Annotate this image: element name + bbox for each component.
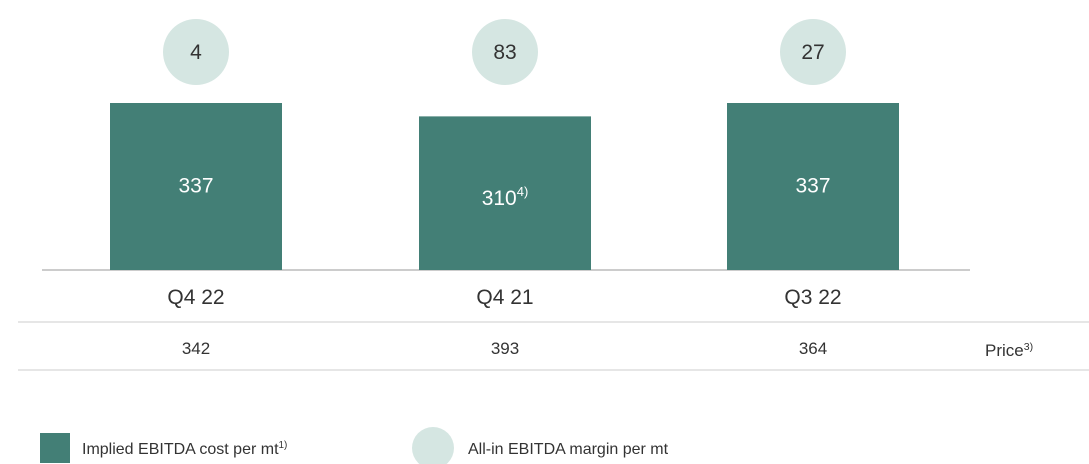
margin-label-main: 27 [801,41,824,64]
bar [419,116,591,270]
x-tick-label-main: Q4 22 [167,286,224,309]
legend-swatch [40,433,70,463]
bar-label-footnote: 4) [517,184,529,199]
price-value-main: 342 [182,339,210,358]
x-tick-label: Q3 22 [784,286,841,309]
legend-label-footnote: 1) [279,440,288,451]
price-label: Price3) [985,341,1033,361]
bar-label-main: 337 [178,174,213,197]
margin-circle [472,19,538,85]
legend-swatch [412,427,454,464]
bar-label-main: 310 [482,187,517,210]
bar-label: 337 [178,174,213,197]
price-label-footnote: 3) [1024,341,1033,353]
bar [727,103,899,270]
x-tick-label-main: Q4 21 [476,286,533,309]
x-tick-label: Q4 21 [476,286,533,309]
legend-label-main: Implied EBITDA cost per mt [82,441,279,458]
x-tick-label: Q4 22 [167,286,224,309]
margin-label-main: 4 [190,41,202,64]
price-value: 342 [182,339,210,358]
legend-label-main: All-in EBITDA margin per mt [468,441,669,458]
margin-label: 4 [190,41,202,64]
x-tick-label-main: Q3 22 [784,286,841,309]
margin-circle [780,19,846,85]
price-value: 364 [799,339,827,358]
margin-circle [163,19,229,85]
legend-label: All-in EBITDA margin per mt [468,441,669,458]
price-value-main: 393 [491,339,519,358]
margin-label: 83 [493,41,516,64]
price-value: 393 [491,339,519,358]
bar-label: 3104) [482,184,529,209]
margin-label-main: 83 [493,41,516,64]
legend-label: Implied EBITDA cost per mt1) [82,440,287,458]
bar [110,103,282,270]
margin-label: 27 [801,41,824,64]
bar-label-main: 337 [795,174,830,197]
price-label-main: Price [985,341,1024,360]
price-value-main: 364 [799,339,827,358]
bar-label: 337 [795,174,830,197]
